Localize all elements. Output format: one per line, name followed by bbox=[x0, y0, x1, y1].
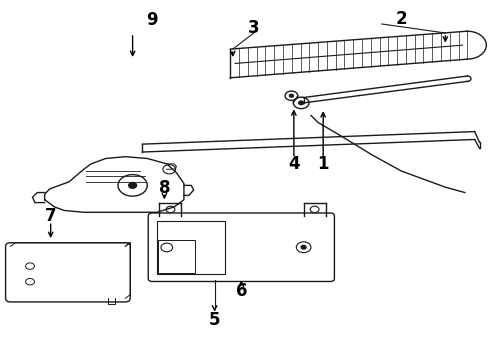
Circle shape bbox=[299, 101, 304, 105]
Circle shape bbox=[129, 183, 137, 188]
Text: 4: 4 bbox=[288, 155, 300, 173]
Text: 3: 3 bbox=[248, 19, 260, 37]
Circle shape bbox=[290, 94, 294, 97]
Text: 8: 8 bbox=[159, 179, 170, 197]
Text: 6: 6 bbox=[236, 282, 247, 300]
Bar bbox=[158, 240, 196, 273]
Text: 5: 5 bbox=[209, 311, 221, 329]
Text: 9: 9 bbox=[147, 12, 158, 30]
Text: 2: 2 bbox=[395, 10, 407, 28]
Text: 1: 1 bbox=[318, 155, 329, 173]
Text: 7: 7 bbox=[45, 207, 56, 225]
Circle shape bbox=[301, 246, 306, 249]
Bar bbox=[157, 221, 225, 274]
